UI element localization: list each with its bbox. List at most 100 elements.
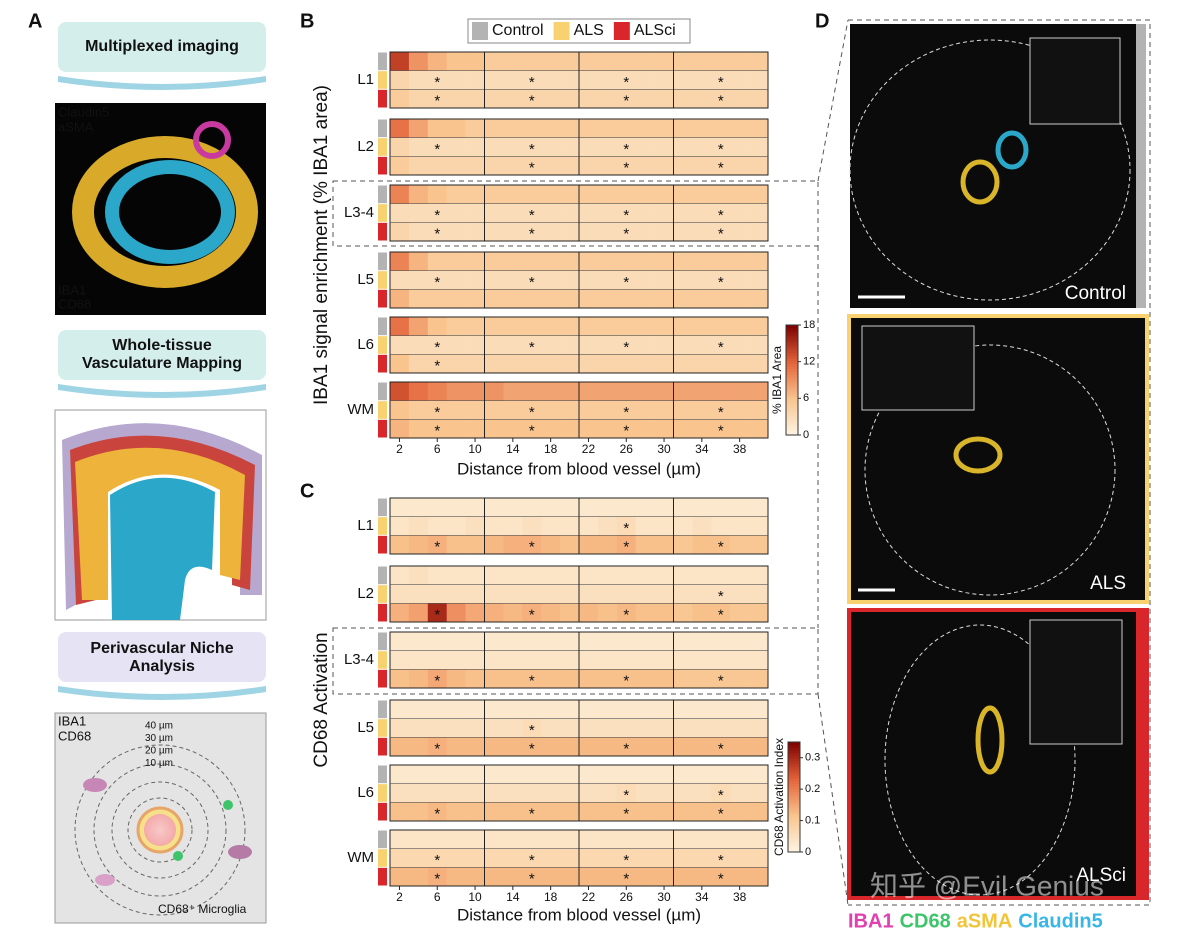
radius-label: 30 µm <box>145 733 173 744</box>
microglia-label: CD68⁺ Microglia <box>158 902 247 916</box>
heat-cell <box>711 270 731 290</box>
heat-cell <box>427 830 447 849</box>
heat-cell <box>730 400 750 420</box>
heat-cell <box>635 156 655 176</box>
heat-cell <box>692 603 712 623</box>
colorbar-step <box>788 799 800 803</box>
colorbar-step <box>786 371 798 375</box>
heat-cell <box>730 765 750 784</box>
heat-cell <box>465 718 485 738</box>
heat-cell <box>560 566 580 585</box>
colorbar-step <box>788 766 800 770</box>
group-strip <box>378 566 387 585</box>
heat-cell <box>730 289 750 309</box>
heat-cell <box>390 632 410 651</box>
heat-cell <box>446 650 466 670</box>
heat-cell <box>408 700 429 719</box>
colorbar-step <box>786 424 798 428</box>
heat-cell <box>446 156 466 176</box>
heat-cell <box>654 119 674 138</box>
colorbar-step <box>786 399 798 403</box>
group-strip <box>378 289 387 308</box>
heat-cell <box>711 222 731 242</box>
significance-star: * <box>434 339 440 356</box>
heat-cell <box>408 52 429 71</box>
heat-cell <box>730 669 750 689</box>
banner <box>58 330 266 380</box>
heat-cell <box>560 700 580 719</box>
colorbar-step <box>786 413 798 417</box>
heat-cell <box>749 137 769 157</box>
significance-star: * <box>623 93 629 110</box>
significance-star: * <box>434 423 440 440</box>
heat-cell <box>579 783 599 803</box>
heat-cell <box>465 354 485 374</box>
heat-cell <box>579 498 599 517</box>
heat-cell <box>408 119 429 138</box>
heat-cell <box>579 566 599 585</box>
significance-star: * <box>718 207 724 224</box>
channel-legend: CD68 <box>900 910 951 932</box>
heat-cell <box>503 669 523 689</box>
panel-label: B <box>300 10 314 32</box>
significance-star: * <box>623 207 629 224</box>
vessel <box>960 159 1000 205</box>
heat-cell <box>730 584 750 604</box>
x-tick-label: 26 <box>620 442 634 456</box>
heat-cell <box>711 669 731 689</box>
heat-cell <box>654 802 674 822</box>
heat-cell <box>711 400 731 420</box>
significance-star: * <box>434 404 440 421</box>
heat-cell <box>579 802 599 822</box>
heat-cell <box>579 718 599 738</box>
radius-ring <box>111 781 209 879</box>
heat-cell <box>560 737 580 757</box>
heat-cell <box>730 354 750 374</box>
heat-cell <box>465 317 485 336</box>
heat-cell <box>711 498 731 517</box>
significance-star: * <box>718 741 724 758</box>
heat-cell <box>560 400 580 420</box>
heat-cell <box>560 516 580 536</box>
legend-frame <box>467 18 691 44</box>
heat-cell <box>654 52 674 71</box>
heat-cell <box>730 700 750 719</box>
heat-cell <box>635 718 655 738</box>
heat-cell <box>465 119 485 138</box>
group-strip <box>378 185 387 204</box>
heat-cell <box>579 584 599 604</box>
radius-label: 40 µm <box>145 721 173 732</box>
heat-cell <box>503 498 523 517</box>
colorbar-step <box>786 325 798 329</box>
heat-cell <box>541 535 561 555</box>
heat-cell <box>560 765 580 784</box>
significance-star: * <box>623 160 629 177</box>
significance-star: * <box>623 871 629 888</box>
step-title: Multiplexed imaging <box>85 38 239 55</box>
heat-cell <box>711 252 731 271</box>
heat-cell <box>635 830 655 849</box>
heat-cell <box>541 400 561 420</box>
colorbar-step <box>786 426 798 430</box>
heat-cell <box>427 252 447 271</box>
heat-cell <box>616 650 636 670</box>
heat-cell <box>465 737 485 757</box>
significance-star: * <box>718 852 724 869</box>
colorbar-tick-label: 6 <box>803 392 809 404</box>
heat-cell <box>484 650 504 670</box>
colorbar-step <box>786 382 798 386</box>
heat-cell <box>654 830 674 849</box>
heat-cell <box>503 289 523 309</box>
significance-star: * <box>434 852 440 869</box>
heat-cell <box>711 535 731 555</box>
heat-cell <box>597 289 618 309</box>
heat-cell <box>692 89 712 109</box>
heat-cell <box>408 252 429 271</box>
heat-cell <box>541 650 561 670</box>
legend-swatch <box>553 22 570 40</box>
heat-cell <box>711 419 731 439</box>
heat-cell <box>616 252 636 271</box>
watermark: 知乎 @Evil Genius <box>870 870 1104 901</box>
colorbar-step <box>786 333 798 337</box>
heat-cell <box>390 783 410 803</box>
